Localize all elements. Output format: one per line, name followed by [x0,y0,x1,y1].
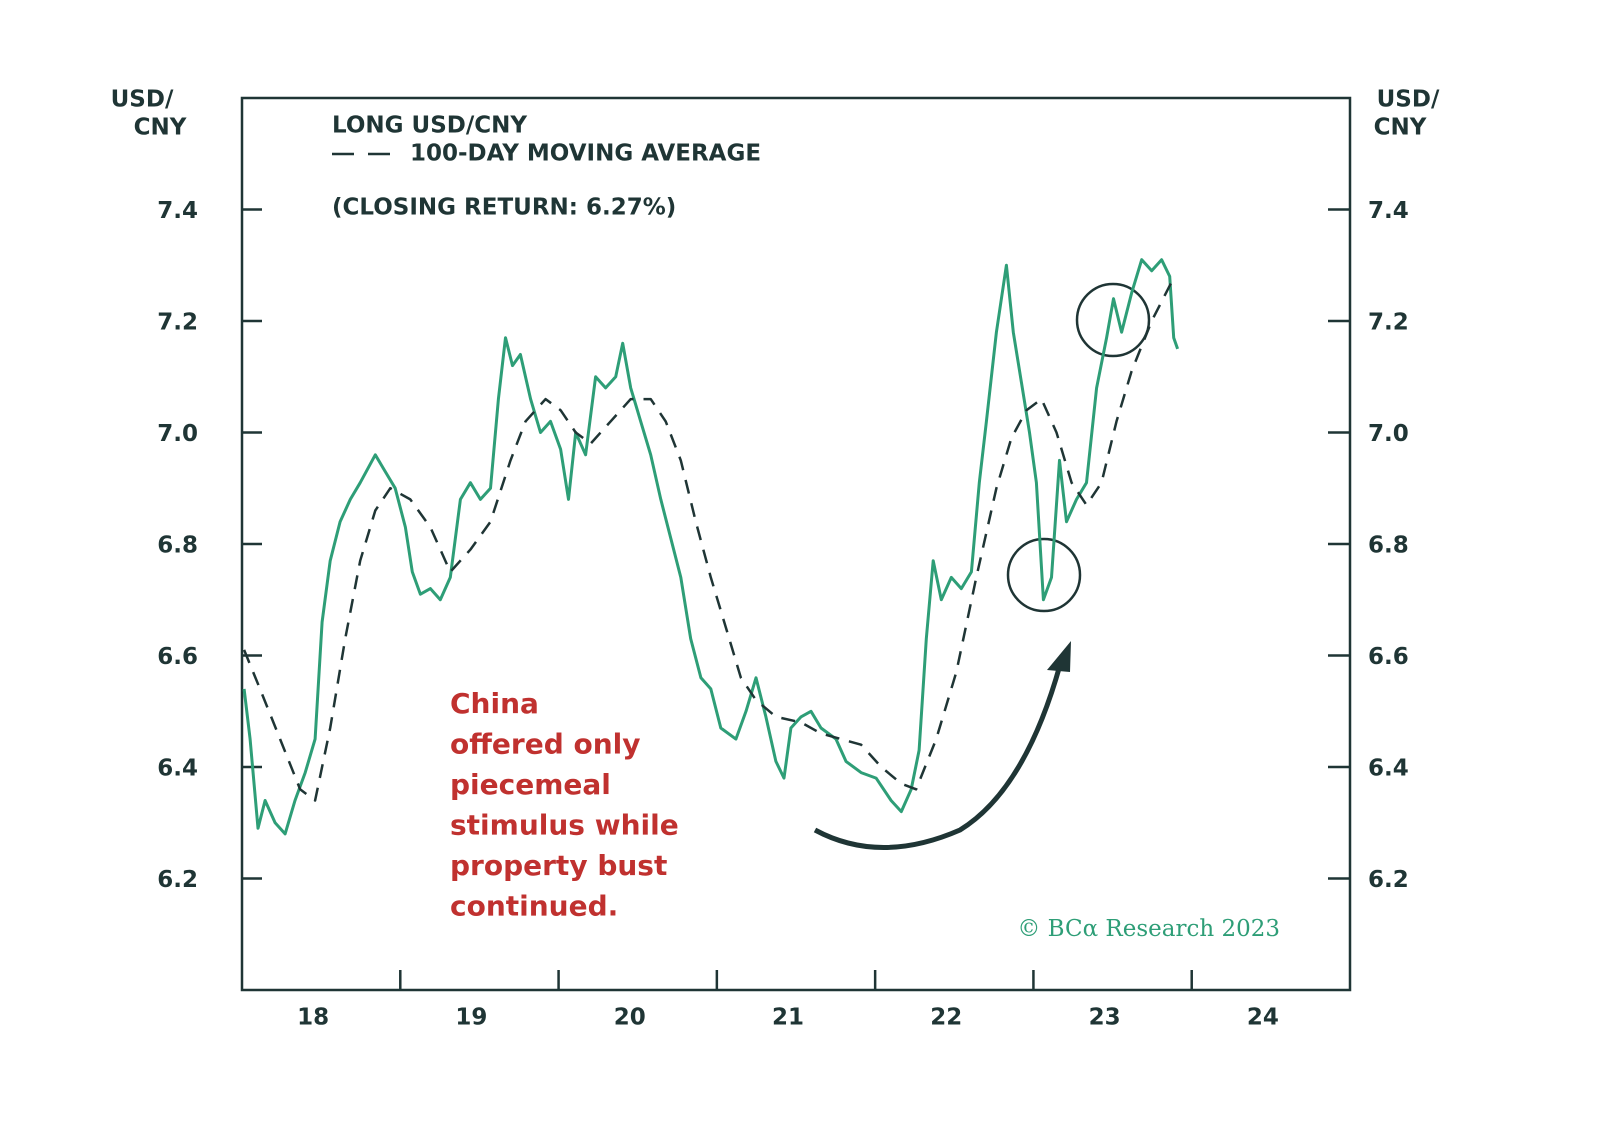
x-tick-label: 18 [297,1005,329,1031]
arrow [813,664,1063,850]
x-tick-label: 22 [930,1005,962,1031]
legend-label: LONG USD/CNY [332,113,527,139]
annotation: China [450,687,539,720]
y-tick-label: 6.4 [157,756,198,782]
arrow-head [1047,641,1071,672]
x-tick-label: 19 [455,1005,487,1031]
annotation: continued. [450,890,618,923]
y-tick-label: 7.4 [157,198,198,224]
subtitle: (CLOSING RETURN: 6.27%) [332,195,676,221]
y2-axis-label: CNY [1374,115,1427,141]
y2-tick-label: 7.2 [1368,310,1409,336]
x-tick-label: 20 [614,1005,646,1031]
source: © BCα Research 2023 [1017,916,1280,942]
y2-axis-label: USD/ [1377,87,1440,113]
annotation: property bust [450,849,667,882]
y-tick-label: 6.6 [157,644,198,670]
x-tick-label: 24 [1247,1005,1279,1031]
highlight-circle [1075,282,1151,358]
y2-tick-label: 6.2 [1368,867,1409,893]
series-line [242,258,1180,836]
annotation: stimulus while [450,809,679,842]
annotation: offered only [450,728,641,761]
y-axis-label: CNY [134,115,187,141]
y-tick-label: 7.0 [157,421,198,447]
y2-tick-label: 7.4 [1368,198,1409,224]
x-tick-label: 21 [772,1005,804,1031]
y-tick-label: 6.2 [157,867,198,893]
annotation: piecemeal [450,768,611,801]
y2-tick-label: 6.6 [1368,644,1409,670]
series-line [242,281,1173,802]
highlight-circle [1006,537,1082,613]
y-axis-label: USD/ [111,87,174,113]
y-tick-label: 6.8 [157,533,198,559]
y2-tick-label: 6.8 [1368,533,1409,559]
y2-tick-label: 7.0 [1368,421,1409,447]
x-tick-label: 23 [1089,1005,1121,1031]
y2-tick-label: 6.4 [1368,756,1409,782]
legend-label: 100-DAY MOVING AVERAGE [410,141,761,167]
y-tick-label: 7.2 [157,310,198,336]
